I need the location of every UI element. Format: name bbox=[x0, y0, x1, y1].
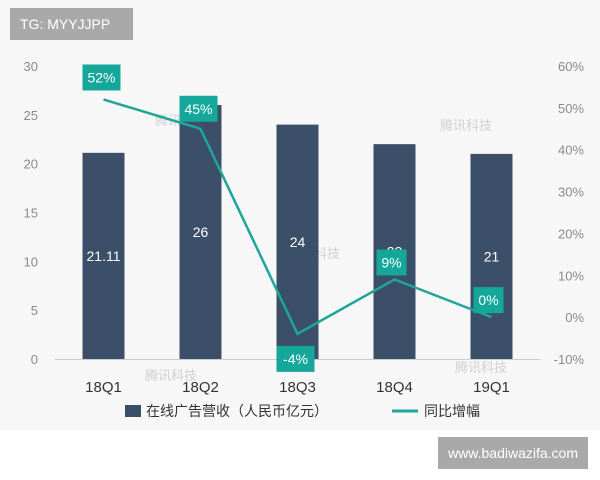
bar-value-label: 21 bbox=[484, 248, 500, 264]
bar-series bbox=[82, 105, 513, 359]
bar-value-label: 21.11 bbox=[87, 248, 121, 264]
left-axis-tick-labels: 0 5 10 15 20 25 30 bbox=[24, 59, 38, 367]
x-axis-tick: 18Q3 bbox=[279, 379, 316, 396]
watermark-text: 腾讯科技 bbox=[440, 118, 492, 134]
line-label-box bbox=[473, 287, 504, 314]
right-axis-tick: 50% bbox=[558, 101, 584, 116]
left-axis-tick: 5 bbox=[31, 303, 38, 318]
watermark-text: 腾讯科技 bbox=[145, 368, 197, 384]
watermark-text: 腾讯科技 bbox=[455, 360, 507, 376]
x-axis-tick: 18Q2 bbox=[182, 379, 219, 396]
bar-value-label: 26 bbox=[193, 224, 209, 240]
right-axis-tick: 0% bbox=[565, 310, 584, 325]
line-value-label: 9% bbox=[381, 254, 401, 270]
bar-18Q1 bbox=[82, 152, 125, 359]
x-axis-tick: 19Q1 bbox=[473, 379, 510, 396]
line-value-label: 0% bbox=[478, 292, 498, 308]
left-axis-tick: 25 bbox=[24, 108, 38, 123]
right-axis-tick: 30% bbox=[558, 185, 584, 200]
line-label-box bbox=[376, 249, 407, 276]
left-axis-tick: 0 bbox=[31, 352, 38, 367]
left-axis-tick: 20 bbox=[24, 157, 38, 172]
bar-value-label: 24 bbox=[290, 234, 306, 250]
left-axis-tick: 15 bbox=[24, 206, 38, 221]
right-axis-tick: 40% bbox=[558, 143, 584, 158]
line-label-box bbox=[179, 95, 218, 122]
watermark-bottom-right: www.badiwazifa.com bbox=[438, 437, 588, 469]
right-axis-tick: -10% bbox=[554, 352, 585, 367]
legend: 在线广告营收（人民币亿元） 同比增幅 bbox=[125, 404, 480, 420]
line-value-label: 52% bbox=[87, 69, 115, 85]
legend-line-label: 同比增幅 bbox=[424, 404, 480, 420]
left-axis-tick: 30 bbox=[24, 59, 38, 74]
watermark-top-left: TG: MYYJJPP bbox=[10, 8, 133, 40]
yoy-growth-line bbox=[103, 98, 492, 336]
line-value-label: 45% bbox=[184, 101, 212, 117]
legend-bar-label: 在线广告营收（人民币亿元） bbox=[146, 404, 328, 420]
left-axis-tick: 10 bbox=[24, 254, 38, 269]
line-label-box bbox=[82, 64, 121, 91]
right-axis-tick: 60% bbox=[558, 59, 584, 74]
line-value-labels: 52% 45% -4% 9% 0% bbox=[82, 64, 504, 372]
right-axis-tick-labels: -10% 0% 10% 20% 30% 40% 50% 60% bbox=[554, 59, 585, 367]
bar-18Q3 bbox=[276, 124, 319, 359]
right-axis-tick: 10% bbox=[558, 268, 584, 283]
x-axis-tick: 18Q4 bbox=[376, 379, 413, 396]
bar-19Q1 bbox=[470, 153, 513, 359]
line-label-box bbox=[276, 345, 315, 372]
legend-bar-swatch bbox=[125, 405, 141, 417]
line-value-label: -4% bbox=[283, 351, 308, 367]
x-axis-tick: 18Q1 bbox=[85, 379, 122, 396]
right-axis-tick: 20% bbox=[558, 226, 584, 241]
bar-18Q2 bbox=[179, 105, 222, 359]
x-axis-tick-labels: 18Q1 18Q2 18Q3 18Q4 19Q1 bbox=[85, 379, 510, 396]
